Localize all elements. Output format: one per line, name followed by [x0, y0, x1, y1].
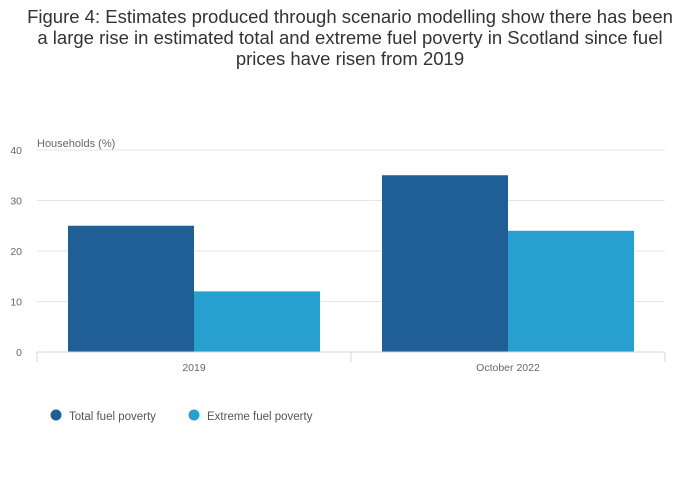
x-axis: 2019 October 2022 — [36, 351, 666, 374]
legend-label[interactable]: Total fuel poverty — [69, 411, 156, 423]
y-tick-label: 20 — [10, 246, 22, 258]
y-tick-label: 40 — [10, 145, 22, 157]
legend: Total fuel poverty Extreme fuel poverty — [50, 409, 313, 423]
legend-marker[interactable] — [188, 409, 200, 421]
y-axis-title: Households (%) — [37, 138, 115, 150]
bar — [68, 225, 194, 352]
y-tick-label: 0 — [16, 347, 22, 359]
bar — [508, 230, 634, 352]
bars — [68, 175, 634, 352]
y-tick-label: 30 — [10, 196, 22, 208]
legend-marker[interactable] — [50, 409, 62, 421]
legend-label[interactable]: Extreme fuel poverty — [207, 411, 313, 423]
y-axis: 0 10 20 30 40 — [10, 145, 22, 359]
bar — [194, 291, 320, 352]
y-tick-label: 10 — [10, 297, 22, 309]
x-tick-label: 2019 — [182, 362, 206, 374]
chart-title: Figure 4: Estimates produced through sce… — [27, 6, 673, 69]
bar — [382, 175, 508, 352]
x-tick-label: October 2022 — [476, 362, 540, 374]
